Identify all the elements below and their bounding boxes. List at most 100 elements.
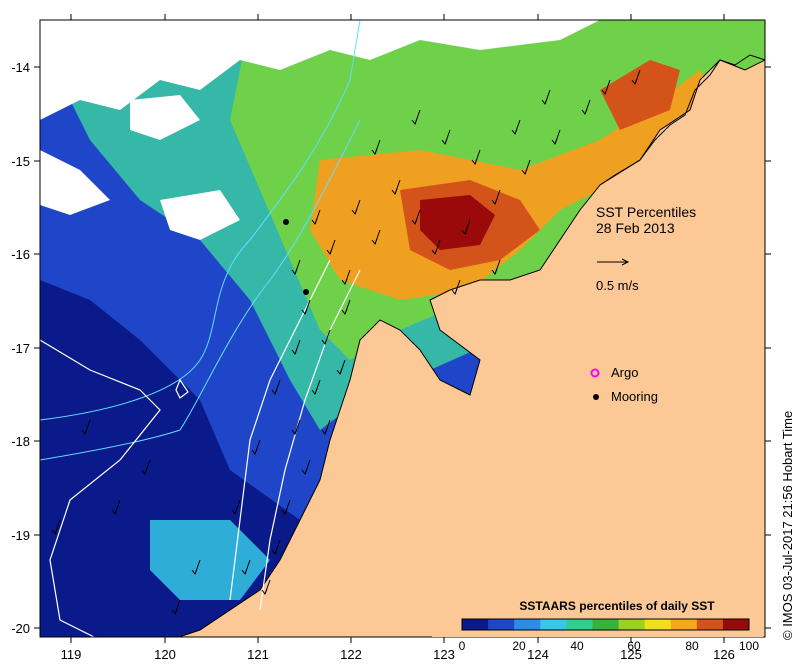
colorbar-tick: 60 — [627, 639, 641, 653]
lat-tick-label: -15 — [11, 154, 30, 169]
colorbar-tick: 100 — [739, 639, 759, 653]
cloud-gap-mid — [160, 190, 240, 240]
current-arrow-head — [511, 128, 518, 136]
colorbar-title: SSTAARS percentiles of daily SST — [519, 599, 715, 613]
current-arrow-head — [326, 248, 333, 256]
current-arrow-head — [81, 428, 88, 436]
colorbar-tick: 20 — [512, 639, 526, 653]
current-arrow-head — [341, 308, 348, 316]
southern-shelf-cyan — [150, 520, 270, 600]
current-arrow-head — [491, 198, 498, 206]
current-arrow-head — [271, 548, 278, 556]
lat-tick-label: -16 — [11, 247, 30, 262]
current-arrow-head — [601, 88, 608, 96]
lat-tick-label: -17 — [11, 341, 30, 356]
current-arrow-head — [321, 338, 328, 346]
current-arrow-head — [461, 228, 468, 236]
lon-tick-label: 123 — [433, 647, 455, 662]
bathymetry-contours — [40, 20, 361, 461]
longitude-axis: 119 120 121 122 123 124 125 126 — [61, 14, 735, 662]
colorbar-swatch — [644, 619, 672, 630]
colorbar-swatch — [566, 619, 593, 630]
latitude-axis: -14 -15 -16 -17 -18 -19 -20 — [11, 60, 771, 636]
current-arrow-head — [261, 588, 268, 596]
lat-tick-label: -19 — [11, 528, 30, 543]
current-arrow-head — [301, 468, 308, 476]
current-arrow-head — [521, 168, 528, 176]
current-arrow-head — [631, 78, 638, 86]
current-arrow-head — [391, 188, 398, 196]
current-arrow-head — [371, 238, 378, 246]
current-arrow-head — [111, 508, 118, 516]
lon-tick-label: 121 — [247, 647, 269, 662]
colorbar-swatch — [592, 619, 620, 630]
current-arrow-head — [291, 268, 298, 276]
symbol-legend: Argo Mooring — [590, 365, 658, 404]
map-date: 28 Feb 2013 — [596, 220, 675, 236]
map-plot-area — [40, 20, 765, 637]
hot-anomaly-darkred — [420, 195, 495, 250]
current-arrow-head — [351, 208, 358, 216]
colorbar-tick: 40 — [570, 639, 584, 653]
current-arrow-head — [336, 368, 343, 376]
colorbar-swatch — [618, 619, 646, 630]
mooring-label: Mooring — [611, 389, 658, 404]
colorbar-swatch — [722, 619, 750, 630]
current-arrow-head — [291, 348, 298, 356]
current-arrow-head — [411, 118, 418, 126]
current-vectors — [51, 69, 641, 616]
lon-tick-label: 122 — [340, 647, 362, 662]
cloud-gap-north — [40, 20, 600, 120]
current-arrow-head — [451, 288, 458, 296]
colorbar-swatches — [462, 619, 750, 630]
plot-frame — [39, 19, 766, 638]
colorbar-swatch — [462, 619, 489, 630]
current-arrow-head — [311, 218, 318, 226]
current-arrow-head — [551, 138, 558, 146]
vector-scale-label: 0.5 m/s — [596, 278, 639, 293]
current-arrow-head — [51, 528, 58, 536]
argo-label: Argo — [611, 365, 638, 380]
current-arrow-head — [321, 428, 328, 436]
lat-tick-label: -20 — [11, 621, 30, 636]
colorbar-swatch — [514, 619, 541, 630]
current-arrow-head — [311, 388, 318, 396]
vector-scale: 0.5 m/s — [596, 258, 639, 293]
current-arrow-head — [291, 428, 298, 436]
colorbar-swatch — [540, 619, 567, 630]
lat-tick-label: -18 — [11, 434, 30, 449]
colorbar-swatch — [670, 619, 698, 630]
current-arrow-head — [411, 218, 418, 226]
current-arrow-head — [171, 608, 178, 616]
colorbar-swatch — [488, 619, 515, 630]
colorbar-tick: 0 — [459, 639, 466, 653]
colorbar-swatch — [696, 619, 724, 630]
current-arrow-head — [441, 138, 448, 146]
depth-contours-white — [40, 259, 361, 637]
lon-tick-label: 119 — [61, 647, 82, 662]
current-arrow-head — [371, 148, 378, 156]
cloud-gap-nw2 — [130, 95, 200, 140]
warm-anomaly-ne — [600, 60, 680, 130]
mooring-marker — [303, 289, 309, 295]
current-arrow-head — [471, 158, 478, 166]
current-arrow-head — [271, 388, 278, 396]
current-arrow-head — [301, 308, 308, 316]
current-arrow-head — [281, 508, 288, 516]
lat-tick-label: -14 — [11, 60, 30, 75]
current-arrow-head — [491, 268, 498, 276]
mooring-symbol — [593, 394, 599, 400]
current-arrow-head — [241, 568, 248, 576]
colorbar-tick: 80 — [685, 639, 699, 653]
lon-tick-label: 126 — [713, 647, 735, 662]
current-arrow-head — [341, 278, 348, 286]
current-arrow-head — [141, 468, 148, 476]
lon-tick-label: 124 — [527, 647, 549, 662]
imos-credit: © IMOS 03-Jul-2017 21:56 Hobart Time — [780, 410, 795, 640]
colorbar: SSTAARS percentiles of daily SST 0 20 40… — [432, 585, 763, 653]
mooring-marker — [283, 219, 289, 225]
lon-tick-label: 120 — [154, 647, 176, 662]
coastline-kimberley — [599, 54, 765, 186]
current-arrow-head — [431, 248, 438, 256]
